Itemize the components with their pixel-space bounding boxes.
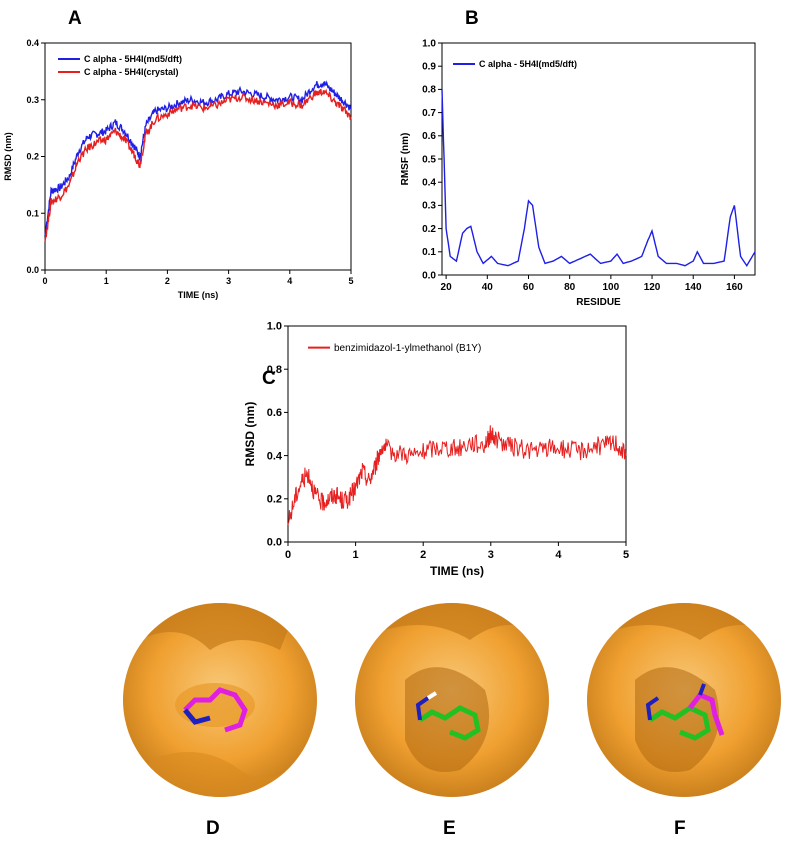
legend-label: benzimidazol-1-ylmethanol (B1Y)	[334, 343, 481, 354]
plot-frame	[44, 42, 352, 271]
panel-label-c: C	[262, 368, 276, 389]
x-axis-label: TIME (ns)	[430, 564, 484, 578]
panel-label-d: D	[206, 818, 220, 839]
y-tick-label: 0.3	[422, 201, 436, 212]
x-axis-label: RESIDUE	[576, 297, 621, 308]
x-tick-label: 3	[488, 549, 494, 561]
x-tick-label: 4	[287, 276, 292, 286]
y-tick-label: 1.0	[267, 321, 282, 333]
series-line-1	[441, 89, 756, 268]
y-tick-label: 0.2	[26, 152, 39, 162]
y-axis-label: RMSD (nm)	[3, 132, 13, 181]
y-tick-label: 0.2	[422, 224, 436, 235]
y-axis-label: RMSD (nm)	[243, 402, 257, 467]
y-tick-label: 1.0	[422, 38, 436, 49]
y-tick-label: 0.0	[26, 265, 39, 275]
chart-b-rmsf-residue: 20 40 60 80 100 120 140 160 0.0 0.1 0.2 0.3 0.4 0.5 0.…	[400, 38, 756, 308]
panel-label-a: A	[68, 8, 82, 29]
chart-a-rmsd-protein: 0 1 2 3 4 5 0.0 0.1 0.2 0.3 0.4 TIME (ns) RMSD (nm) C…	[3, 38, 354, 300]
series-line-1	[287, 425, 627, 525]
x-tick-label: 1	[104, 276, 109, 286]
x-tick-label: 5	[623, 549, 629, 561]
series-line-2	[44, 88, 352, 242]
x-tick-label: 0	[42, 276, 47, 286]
x-tick-label: 20	[441, 282, 453, 293]
x-tick-label: 160	[726, 282, 743, 293]
y-tick-label: 0.5	[422, 154, 436, 165]
y-tick-label: 0.0	[267, 537, 282, 549]
x-tick-label: 5	[348, 276, 353, 286]
y-tick-label: 0.9	[422, 62, 436, 73]
legend-label: C alpha - 5H4I(crystal)	[84, 67, 179, 77]
y-tick-label: 0.3	[26, 95, 39, 105]
surface-image-e	[355, 603, 549, 797]
x-tick-label: 0	[285, 549, 291, 561]
y-tick-label: 0.8	[422, 85, 436, 96]
y-tick-label: 0.6	[267, 407, 282, 419]
x-tick-label: 1	[353, 549, 359, 561]
y-tick-label: 0.2	[267, 493, 282, 505]
y-axis-label: RMSF (nm)	[400, 133, 411, 186]
y-tick-label: 0.4	[267, 450, 283, 462]
y-tick-label: 0.4	[26, 38, 39, 48]
y-tick-label: 0.8	[267, 364, 282, 376]
y-tick-label: 0.4	[422, 178, 436, 189]
y-tick-label: 0.6	[422, 131, 436, 142]
panel-label-e: E	[443, 818, 456, 839]
y-tick-label: 0.1	[422, 247, 436, 258]
surface-image-f	[587, 603, 781, 797]
x-tick-label: 60	[523, 282, 535, 293]
legend-label: C alpha - 5H4I(md5/dft)	[84, 54, 182, 64]
legend-label: C alpha - 5H4I(md5/dft)	[479, 59, 577, 69]
x-tick-label: 40	[482, 282, 494, 293]
x-axis-label: TIME (ns)	[178, 290, 219, 300]
y-tick-label: 0.7	[422, 108, 436, 119]
x-tick-label: 120	[644, 282, 661, 293]
plot-frame	[441, 42, 756, 276]
x-tick-label: 4	[555, 549, 562, 561]
x-tick-label: 2	[420, 549, 426, 561]
plot-frame	[287, 325, 627, 543]
y-tick-label: 0.0	[422, 270, 436, 281]
y-tick-label: 0.1	[26, 208, 39, 218]
x-tick-label: 100	[603, 282, 620, 293]
surface-image-d	[123, 603, 317, 797]
panel-label-b: B	[465, 8, 479, 29]
x-tick-label: 140	[685, 282, 702, 293]
x-tick-label: 3	[226, 276, 231, 286]
panel-label-f: F	[674, 818, 686, 839]
x-tick-label: 2	[165, 276, 170, 286]
x-tick-label: 80	[564, 282, 576, 293]
chart-c-rmsd-ligand: 0 1 2 3 4 5 0.0 0.2 0.4 0.6 0.8 1.0 TIME (ns) RMSD (n…	[243, 321, 629, 578]
